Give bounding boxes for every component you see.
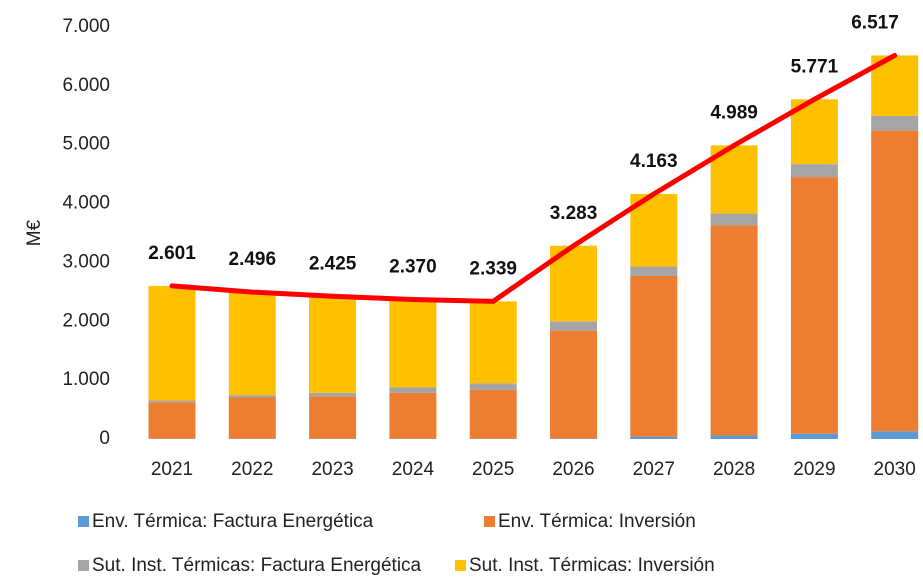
bar-segment xyxy=(228,395,276,398)
bar-segment xyxy=(790,177,838,434)
bar-segment xyxy=(309,392,357,397)
bar-segment xyxy=(309,396,357,439)
bar-segment xyxy=(389,387,437,393)
x-tick-label: 2028 xyxy=(713,459,755,480)
bar-segment xyxy=(790,164,838,178)
bar-segment xyxy=(550,438,597,439)
bar-segment xyxy=(710,225,758,436)
y-axis-label: M€ xyxy=(24,219,45,246)
bar-segment xyxy=(469,383,517,390)
data-label: 5.771 xyxy=(791,56,839,77)
data-label: 4.989 xyxy=(710,102,758,123)
bar-segment xyxy=(309,296,357,393)
y-tick-label: 5.000 xyxy=(62,134,110,155)
x-tick-label: 2027 xyxy=(633,459,675,480)
x-tick-label: 2030 xyxy=(874,459,916,480)
bar-segment xyxy=(630,275,678,437)
legend-label: Env. Térmica: Inversión xyxy=(498,511,696,532)
data-label: 2.339 xyxy=(469,258,517,279)
bar-segment xyxy=(148,402,196,439)
data-label: 2.601 xyxy=(148,243,196,264)
x-tick-label: 2025 xyxy=(472,459,514,480)
legend-marker xyxy=(78,560,89,571)
bar-segment xyxy=(871,431,919,439)
x-tick-label: 2021 xyxy=(151,459,193,480)
bar-segment xyxy=(148,400,196,403)
bar-segment xyxy=(871,115,919,131)
y-tick-label: 4.000 xyxy=(62,193,110,214)
data-label: 2.425 xyxy=(309,253,357,274)
bar-segment xyxy=(228,292,276,396)
y-tick-label: 7.000 xyxy=(62,16,110,37)
bar-segment xyxy=(710,435,758,439)
y-tick-label: 1.000 xyxy=(62,369,110,390)
legend-label: Sut. Inst. Térmicas: Inversión xyxy=(469,555,715,576)
total-line xyxy=(169,52,898,304)
data-label: 3.283 xyxy=(550,203,598,224)
bar-segment xyxy=(148,285,196,401)
bar-segment xyxy=(630,266,678,276)
bar-segment xyxy=(710,213,758,226)
legend-marker xyxy=(484,516,495,527)
bar-segment xyxy=(550,321,597,331)
x-tick-label: 2023 xyxy=(311,459,353,480)
legend-marker xyxy=(78,516,89,527)
bar-segment xyxy=(469,301,517,384)
data-label: 2.370 xyxy=(389,257,437,278)
y-tick-label: 6.000 xyxy=(62,75,110,96)
legend-marker xyxy=(455,560,466,571)
y-tick-label: 2.000 xyxy=(62,310,110,331)
x-tick-label: 2022 xyxy=(231,459,273,480)
bar-segment xyxy=(630,436,678,439)
bar-segment xyxy=(790,433,838,439)
bar-segment xyxy=(389,392,437,439)
bar-segment xyxy=(550,330,597,439)
data-label: 2.496 xyxy=(229,249,277,270)
x-tick-label: 2029 xyxy=(793,459,835,480)
y-tick-label: 0 xyxy=(99,428,110,449)
x-tick-label: 2024 xyxy=(392,459,435,480)
x-tick-label: 2026 xyxy=(552,459,594,480)
legend-label: Sut. Inst. Térmicas: Factura Energética xyxy=(92,555,422,576)
bar-segment xyxy=(469,389,517,439)
bar-segment xyxy=(228,397,276,439)
bar-segment xyxy=(871,130,919,432)
data-label: 4.163 xyxy=(630,151,678,172)
y-tick-label: 3.000 xyxy=(62,251,110,272)
bar-segment xyxy=(389,299,437,388)
legend-label: Env. Térmica: Factura Energética xyxy=(92,511,374,532)
data-label: 6.517 xyxy=(851,12,899,33)
